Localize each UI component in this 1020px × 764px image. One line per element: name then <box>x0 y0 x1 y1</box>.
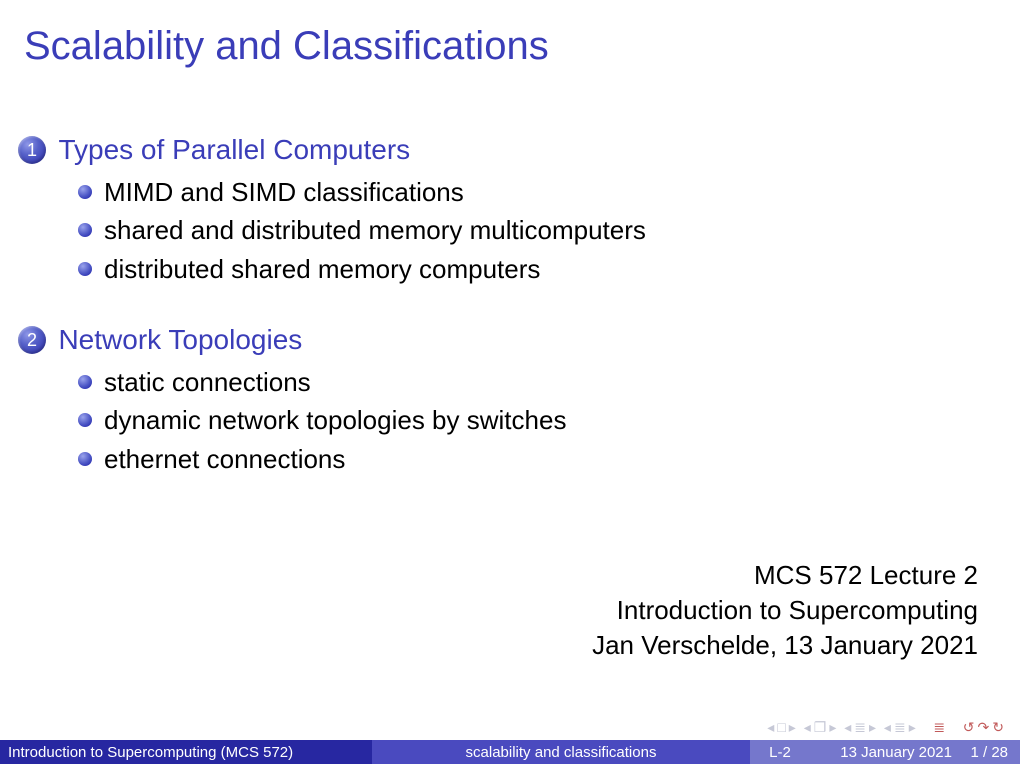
footer-lecture: L-2 <box>750 740 810 764</box>
bullet-text: dynamic network topologies by switches <box>104 405 566 435</box>
bullet-icon <box>78 262 92 276</box>
list-item: ethernet connections <box>78 439 566 477</box>
nav-prev-section-icon[interactable]: ◂ <box>844 719 852 735</box>
info-line-2: Introduction to Supercomputing <box>592 593 978 628</box>
nav-next-subsection-icon[interactable]: ▸ <box>829 719 837 735</box>
bullet-icon <box>78 223 92 237</box>
nav-forward-icon[interactable]: ↷ <box>978 719 991 735</box>
nav-section-icon[interactable]: ≣ <box>854 719 867 735</box>
slide: Scalability and Classifications 1 Types … <box>0 0 1020 764</box>
section-heading-1: Types of Parallel Computers <box>58 134 410 165</box>
footer-course: Introduction to Supercomputing (MCS 572) <box>0 740 372 764</box>
section-1-bullets: MIMD and SIMD classifications shared and… <box>78 172 646 287</box>
nav-forward2-icon[interactable]: ↻ <box>992 719 1005 735</box>
list-item: distributed shared memory computers <box>78 249 646 287</box>
info-line-1: MCS 572 Lecture 2 <box>592 558 978 593</box>
page-title: Scalability and Classifications <box>24 24 549 69</box>
section-number-ball-1: 1 <box>18 136 46 164</box>
bullet-icon <box>78 185 92 199</box>
list-item: dynamic network topologies by switches <box>78 400 566 438</box>
info-line-3: Jan Verschelde, 13 January 2021 <box>592 628 978 663</box>
bullet-text: MIMD and SIMD classifications <box>104 177 464 207</box>
list-item: static connections <box>78 362 566 400</box>
nav-prev-slide-icon[interactable]: ◂ <box>767 719 775 735</box>
bullet-text: ethernet connections <box>104 444 345 474</box>
section-2: 2 Network Topologies static connections … <box>18 324 566 477</box>
nav-frame-icon[interactable]: □ <box>777 719 786 735</box>
section-heading-2: Network Topologies <box>58 324 302 355</box>
bullet-text: shared and distributed memory multicompu… <box>104 215 646 245</box>
nav-back-icon[interactable]: ↺ <box>963 719 976 735</box>
bullet-icon <box>78 413 92 427</box>
footer-date: 13 January 2021 <box>810 740 960 764</box>
bullet-icon <box>78 452 92 466</box>
list-item: shared and distributed memory multicompu… <box>78 210 646 248</box>
footer: Introduction to Supercomputing (MCS 572)… <box>0 740 1020 764</box>
nav-next-section-icon[interactable]: ▸ <box>869 719 877 735</box>
section-2-bullets: static connections dynamic network topol… <box>78 362 566 477</box>
nav-next-doc-icon[interactable]: ▸ <box>909 719 917 735</box>
list-item: MIMD and SIMD classifications <box>78 172 646 210</box>
nav-prev-subsection-icon[interactable]: ◂ <box>804 719 812 735</box>
nav-subsection-icon[interactable]: ❐ <box>814 719 828 735</box>
lecture-info: MCS 572 Lecture 2 Introduction to Superc… <box>592 558 978 663</box>
nav-next-slide-icon[interactable]: ▸ <box>789 719 797 735</box>
bullet-icon <box>78 375 92 389</box>
footer-page: 1 / 28 <box>960 740 1020 764</box>
bullet-text: static connections <box>104 367 311 397</box>
nav-bars-icon[interactable]: ≣ <box>933 719 946 735</box>
bullet-text: distributed shared memory computers <box>104 254 540 284</box>
section-1: 1 Types of Parallel Computers MIMD and S… <box>18 134 646 287</box>
section-number-ball-2: 2 <box>18 326 46 354</box>
nav-prev-doc-icon[interactable]: ◂ <box>884 719 892 735</box>
beamer-nav-symbols[interactable]: ◂□▸ ◂❐▸ ◂≣▸ ◂≣▸ ≣ ↺↷↻ <box>766 719 1006 736</box>
footer-short-title: scalability and classifications <box>372 740 750 764</box>
nav-doc-icon[interactable]: ≣ <box>894 719 907 735</box>
